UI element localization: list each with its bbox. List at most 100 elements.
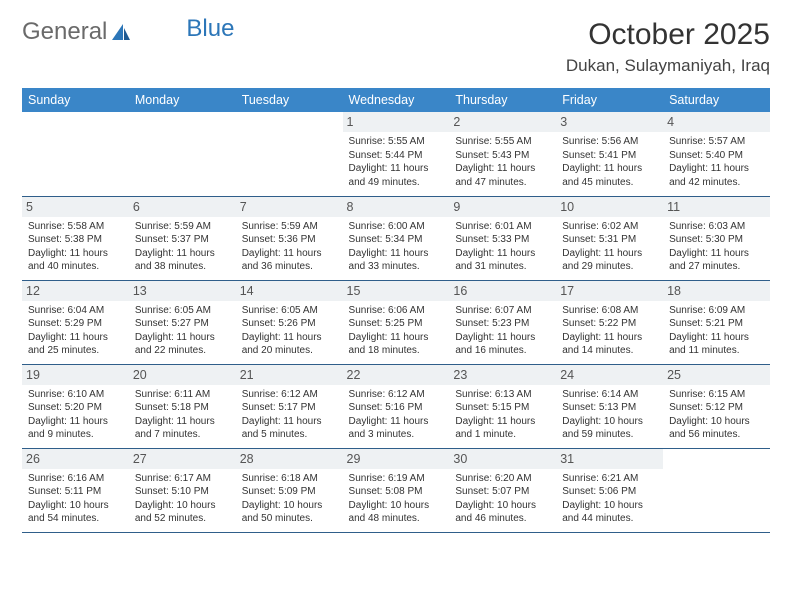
sunrise-text: Sunrise: 6:01 AM [455,220,550,234]
day-details: Sunrise: 6:08 AMSunset: 5:22 PMDaylight:… [562,304,657,358]
day-details: Sunrise: 6:12 AMSunset: 5:16 PMDaylight:… [349,388,444,442]
day-number: 5 [22,197,129,217]
day-number: 26 [22,449,129,469]
day-details: Sunrise: 5:57 AMSunset: 5:40 PMDaylight:… [669,135,764,189]
sunrise-text: Sunrise: 5:58 AM [28,220,123,234]
day-details: Sunrise: 6:21 AMSunset: 5:06 PMDaylight:… [562,472,657,526]
day-details: Sunrise: 6:03 AMSunset: 5:30 PMDaylight:… [669,220,764,274]
sunrise-text: Sunrise: 6:19 AM [349,472,444,486]
calendar-day-cell: 6Sunrise: 5:59 AMSunset: 5:37 PMDaylight… [129,196,236,280]
day-details: Sunrise: 5:56 AMSunset: 5:41 PMDaylight:… [562,135,657,189]
calendar-day-cell [129,112,236,196]
calendar-day-cell: 12Sunrise: 6:04 AMSunset: 5:29 PMDayligh… [22,280,129,364]
daylight-text: Daylight: 10 hours and 46 minutes. [455,499,550,526]
sunrise-text: Sunrise: 6:00 AM [349,220,444,234]
calendar-day-cell: 3Sunrise: 5:56 AMSunset: 5:41 PMDaylight… [556,112,663,196]
daylight-text: Daylight: 11 hours and 45 minutes. [562,162,657,189]
day-number: 9 [449,197,556,217]
sunrise-text: Sunrise: 6:06 AM [349,304,444,318]
day-number: 28 [236,449,343,469]
calendar-week-row: 12Sunrise: 6:04 AMSunset: 5:29 PMDayligh… [22,280,770,364]
daylight-text: Daylight: 11 hours and 14 minutes. [562,331,657,358]
sunrise-text: Sunrise: 6:11 AM [135,388,230,402]
daylight-text: Daylight: 11 hours and 31 minutes. [455,247,550,274]
sunset-text: Sunset: 5:23 PM [455,317,550,331]
calendar-day-cell: 15Sunrise: 6:06 AMSunset: 5:25 PMDayligh… [343,280,450,364]
day-details: Sunrise: 6:07 AMSunset: 5:23 PMDaylight:… [455,304,550,358]
sunrise-text: Sunrise: 6:12 AM [242,388,337,402]
day-number: 8 [343,197,450,217]
day-details: Sunrise: 5:58 AMSunset: 5:38 PMDaylight:… [28,220,123,274]
weekday-header: Wednesday [343,88,450,112]
sunrise-text: Sunrise: 5:59 AM [242,220,337,234]
daylight-text: Daylight: 11 hours and 20 minutes. [242,331,337,358]
sunset-text: Sunset: 5:17 PM [242,401,337,415]
sunset-text: Sunset: 5:22 PM [562,317,657,331]
sunset-text: Sunset: 5:15 PM [455,401,550,415]
day-details: Sunrise: 6:16 AMSunset: 5:11 PMDaylight:… [28,472,123,526]
day-details: Sunrise: 6:00 AMSunset: 5:34 PMDaylight:… [349,220,444,274]
sunset-text: Sunset: 5:20 PM [28,401,123,415]
day-details: Sunrise: 6:12 AMSunset: 5:17 PMDaylight:… [242,388,337,442]
day-number: 22 [343,365,450,385]
calendar-day-cell: 28 Sunrise: 6:18 AMSunset: 5:09 PMDayligh… [236,448,343,532]
daylight-text: Daylight: 10 hours and 50 minutes. [242,499,337,526]
calendar-day-cell [663,448,770,532]
day-details: Sunrise: 6:18 AMSunset: 5:09 PMDaylight:… [242,472,337,526]
daylight-text: Daylight: 11 hours and 33 minutes. [349,247,444,274]
daylight-text: Daylight: 11 hours and 25 minutes. [28,331,123,358]
day-details: Sunrise: 6:02 AMSunset: 5:31 PMDaylight:… [562,220,657,274]
weekday-header: Tuesday [236,88,343,112]
logo-text-blue: Blue [186,15,234,43]
day-number: 14 [236,281,343,301]
weekday-header: Monday [129,88,236,112]
calendar-day-cell: 8 Sunrise: 6:00 AMSunset: 5:34 PMDaylight… [343,196,450,280]
sail-icon [110,22,132,42]
logo: General Blue [22,18,234,46]
sunrise-text: Sunrise: 6:05 AM [135,304,230,318]
sunset-text: Sunset: 5:25 PM [349,317,444,331]
day-details: Sunrise: 5:55 AMSunset: 5:43 PMDaylight:… [455,135,550,189]
sunrise-text: Sunrise: 6:21 AM [562,472,657,486]
calendar-day-cell: 16Sunrise: 6:07 AMSunset: 5:23 PMDayligh… [449,280,556,364]
calendar-week-row: 19Sunrise: 6:10 AMSunset: 5:20 PMDayligh… [22,364,770,448]
sunset-text: Sunset: 5:09 PM [242,485,337,499]
day-details: Sunrise: 6:10 AMSunset: 5:20 PMDaylight:… [28,388,123,442]
day-details: Sunrise: 5:59 AMSunset: 5:37 PMDaylight:… [135,220,230,274]
calendar-day-cell: 14Sunrise: 6:05 AMSunset: 5:26 PMDayligh… [236,280,343,364]
day-details: Sunrise: 5:59 AMSunset: 5:36 PMDaylight:… [242,220,337,274]
calendar-day-cell: 2Sunrise: 5:55 AMSunset: 5:43 PMDaylight… [449,112,556,196]
day-details: Sunrise: 6:17 AMSunset: 5:10 PMDaylight:… [135,472,230,526]
sunrise-text: Sunrise: 6:08 AM [562,304,657,318]
day-number: 10 [556,197,663,217]
daylight-text: Daylight: 11 hours and 1 minute. [455,415,550,442]
calendar-day-cell: 30Sunrise: 6:20 AMSunset: 5:07 PMDayligh… [449,448,556,532]
calendar-day-cell: 9 Sunrise: 6:01 AMSunset: 5:33 PMDaylight… [449,196,556,280]
calendar-day-cell: 29Sunrise: 6:19 AMSunset: 5:08 PMDayligh… [343,448,450,532]
sunset-text: Sunset: 5:34 PM [349,233,444,247]
daylight-text: Daylight: 11 hours and 16 minutes. [455,331,550,358]
daylight-text: Daylight: 10 hours and 56 minutes. [669,415,764,442]
day-number: 31 [556,449,663,469]
day-number: 25 [663,365,770,385]
day-number: 20 [129,365,236,385]
calendar-day-cell: 27Sunrise: 6:17 AMSunset: 5:10 PMDayligh… [129,448,236,532]
calendar-day-cell: 17Sunrise: 6:08 AMSunset: 5:22 PMDayligh… [556,280,663,364]
calendar-day-cell: 7Sunrise: 5:59 AMSunset: 5:36 PMDaylight… [236,196,343,280]
day-details: Sunrise: 6:01 AMSunset: 5:33 PMDaylight:… [455,220,550,274]
calendar-week-row: 5 Sunrise: 5:58 AMSunset: 5:38 PMDaylight… [22,196,770,280]
calendar-day-cell: 13Sunrise: 6:05 AMSunset: 5:27 PMDayligh… [129,280,236,364]
sunset-text: Sunset: 5:11 PM [28,485,123,499]
daylight-text: Daylight: 11 hours and 18 minutes. [349,331,444,358]
calendar-day-cell: 22 Sunrise: 6:12 AMSunset: 5:16 PMDayligh… [343,364,450,448]
calendar-day-cell: 26 Sunrise: 6:16 AMSunset: 5:11 PMDayligh… [22,448,129,532]
daylight-text: Daylight: 11 hours and 40 minutes. [28,247,123,274]
title-block: October 2025 Dukan, Sulaymaniyah, Iraq [566,18,770,76]
sunset-text: Sunset: 5:06 PM [562,485,657,499]
calendar-table: SundayMondayTuesdayWednesdayThursdayFrid… [22,88,770,533]
day-number: 18 [663,281,770,301]
location: Dukan, Sulaymaniyah, Iraq [566,56,770,76]
sunset-text: Sunset: 5:30 PM [669,233,764,247]
day-number: 1 [343,112,450,132]
daylight-text: Daylight: 10 hours and 44 minutes. [562,499,657,526]
